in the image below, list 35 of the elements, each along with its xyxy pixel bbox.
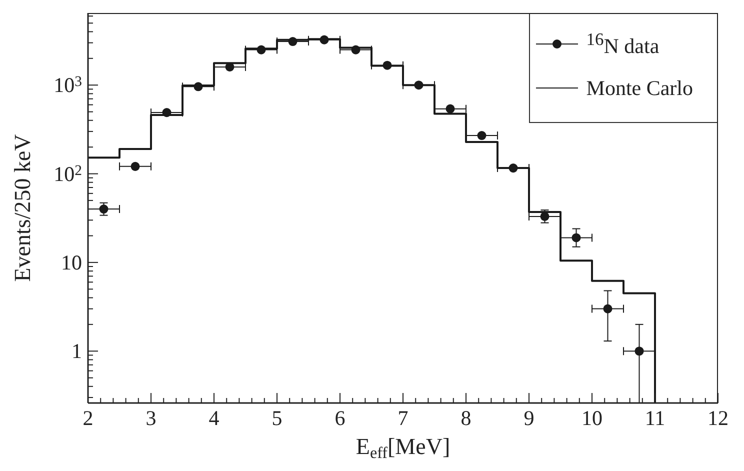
point: [320, 35, 329, 44]
point: [634, 346, 644, 356]
point: [162, 108, 172, 118]
y-tick-label: 1: [72, 339, 82, 364]
x-tick-label: 4: [208, 406, 220, 430]
point: [130, 162, 140, 171]
point: [382, 60, 392, 70]
point: [351, 45, 360, 54]
y-tick-label: 10$^{2}$: [54, 162, 82, 186]
x-tick-label: 7: [398, 406, 408, 430]
x-tick-label: 8: [460, 406, 472, 430]
point: [477, 131, 486, 140]
x-tick-label: 3: [146, 406, 156, 430]
x-tick-label: 5: [272, 406, 282, 430]
legend-label: Monte Carlo: [586, 76, 693, 100]
point: [603, 304, 612, 314]
point: [446, 104, 455, 114]
point: [288, 37, 298, 46]
x-tick-label: 10: [582, 406, 602, 430]
point: [414, 80, 424, 90]
point: [508, 164, 518, 173]
point: [194, 82, 203, 92]
y-axis-title: Events/250 keV: [10, 134, 35, 282]
point: [572, 233, 581, 242]
x-tick-label: 9: [524, 406, 534, 430]
point: [99, 204, 108, 214]
x-tick-label: 11: [644, 406, 666, 430]
x-axis-title: E$_{eff}$[MeV]: [356, 434, 450, 462]
point: [256, 45, 266, 54]
legend-label: $^{16}$N data: [586, 29, 660, 59]
x-tick-label: 6: [334, 406, 346, 430]
x-tick-label: 12: [708, 406, 728, 430]
x-tick-label: 2: [82, 406, 94, 430]
y-tick-label: 10$^{3}$: [54, 73, 82, 98]
y-tick-label: 10: [61, 250, 82, 274]
